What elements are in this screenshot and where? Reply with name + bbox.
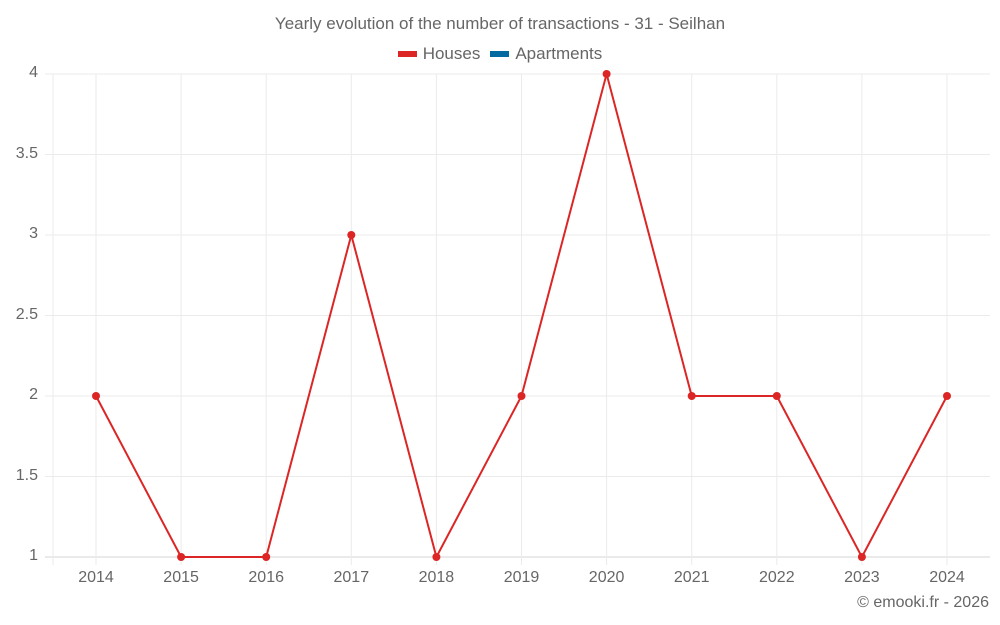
data-point[interactable] xyxy=(687,392,696,400)
x-tick-label: 2015 xyxy=(163,569,199,586)
x-tick-label: 2016 xyxy=(248,569,284,586)
data-point[interactable] xyxy=(602,70,611,78)
x-tick-label: 2024 xyxy=(929,569,965,586)
x-tick-label: 2021 xyxy=(673,569,710,586)
x-tick-label: 2022 xyxy=(759,569,795,586)
copyright-credit: © emooki.fr - 2026 xyxy=(857,594,989,611)
y-tick-label: 2 xyxy=(29,386,38,403)
legend-label-apartments: Apartments xyxy=(515,44,603,63)
data-point[interactable] xyxy=(432,553,441,561)
legend-label-houses: Houses xyxy=(422,44,481,63)
x-tick-label: 2017 xyxy=(333,569,370,586)
y-tick-label: 2.5 xyxy=(15,305,38,323)
chart-title: Yearly evolution of the number of transa… xyxy=(274,14,726,33)
data-point[interactable] xyxy=(943,392,951,400)
legend: Houses Apartments xyxy=(0,44,1000,64)
data-point[interactable] xyxy=(857,553,866,561)
x-tick-label: 2020 xyxy=(588,569,625,586)
data-point[interactable] xyxy=(347,231,356,239)
x-tick-label: 2019 xyxy=(503,569,540,586)
y-tick-label: 3.5 xyxy=(15,144,38,162)
x-tick-label: 2023 xyxy=(844,569,880,586)
data-point[interactable] xyxy=(92,392,100,400)
data-point[interactable] xyxy=(517,392,526,400)
y-tick-label: 1 xyxy=(29,547,38,564)
y-tick-label: 3 xyxy=(29,225,38,242)
x-tick-label: 2014 xyxy=(78,569,114,586)
x-tick-label: 2018 xyxy=(418,569,455,586)
legend-item-apartments[interactable]: Apartments xyxy=(490,44,602,64)
y-tick-label: 1.5 xyxy=(15,466,38,484)
legend-item-houses[interactable]: Houses xyxy=(397,44,481,64)
houses-swatch-icon xyxy=(397,51,417,57)
data-point[interactable] xyxy=(262,553,271,561)
data-point[interactable] xyxy=(772,392,781,400)
apartments-swatch-icon xyxy=(490,51,510,57)
y-tick-label: 4 xyxy=(29,64,38,81)
data-point[interactable] xyxy=(177,553,186,561)
